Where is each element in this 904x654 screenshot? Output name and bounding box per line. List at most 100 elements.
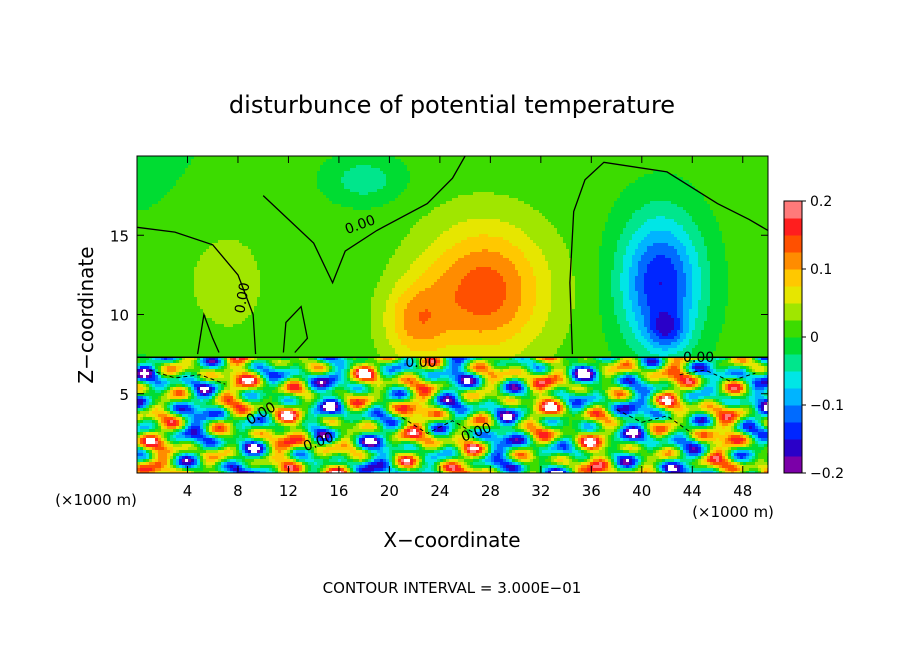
heatmap-cell	[494, 180, 498, 184]
heatmap-cell	[476, 189, 480, 193]
heatmap-cell	[395, 198, 399, 202]
heatmap-cell	[653, 207, 657, 211]
heatmap-cell	[638, 219, 642, 223]
heatmap-cell	[602, 186, 606, 190]
heatmap-cell	[671, 219, 675, 223]
heatmap-cell	[323, 183, 327, 187]
heatmap-cell	[272, 186, 276, 190]
heatmap-cell	[443, 180, 447, 184]
heatmap-cell	[629, 189, 633, 193]
heatmap-cell	[548, 210, 552, 214]
heatmap-cell	[242, 219, 246, 223]
heatmap-cell	[368, 201, 372, 205]
heatmap-cell	[149, 180, 153, 184]
heatmap-cell	[602, 195, 606, 199]
heatmap-cell	[152, 186, 156, 190]
heatmap-cell	[542, 216, 546, 220]
heatmap-cell	[620, 213, 624, 217]
heatmap-cell	[707, 192, 711, 196]
heatmap-cell	[176, 192, 180, 196]
heatmap-cell	[281, 177, 285, 181]
heatmap-cell	[407, 174, 411, 178]
heatmap-cell	[164, 225, 168, 229]
heatmap-cell	[410, 207, 414, 211]
heatmap-cell	[455, 162, 459, 166]
heatmap-cell	[566, 171, 570, 175]
heatmap-cell	[248, 210, 252, 214]
heatmap-cell	[344, 165, 348, 169]
heatmap-cell	[515, 201, 519, 205]
heatmap-cell	[221, 156, 225, 160]
heatmap-cell	[596, 219, 600, 223]
heatmap-cell	[266, 159, 270, 163]
heatmap-cell	[395, 183, 399, 187]
heatmap-cell	[545, 162, 549, 166]
heatmap-cell	[431, 225, 435, 229]
heatmap-cell	[284, 159, 288, 163]
heatmap-cell	[323, 189, 327, 193]
heatmap-cell	[491, 177, 495, 181]
heatmap-cell	[716, 183, 720, 187]
heatmap-cell	[161, 162, 165, 166]
heatmap-cell	[233, 156, 237, 160]
heatmap-cell	[713, 174, 717, 178]
heatmap-cell	[617, 186, 621, 190]
heatmap-cell	[431, 174, 435, 178]
heatmap-cell	[494, 192, 498, 196]
heatmap-cell	[380, 192, 384, 196]
heatmap-cell	[563, 195, 567, 199]
heatmap-cell	[248, 171, 252, 175]
heatmap-cell	[557, 207, 561, 211]
heatmap-cell	[224, 171, 228, 175]
heatmap-cell	[497, 225, 501, 229]
heatmap-cell	[737, 219, 741, 223]
heatmap-cell	[386, 159, 390, 163]
heatmap-cell	[701, 165, 705, 169]
heatmap-cell	[686, 180, 690, 184]
heatmap-cell	[164, 204, 168, 208]
heatmap-cell	[266, 156, 270, 160]
heatmap-cell	[584, 219, 588, 223]
heatmap-cell	[734, 171, 738, 175]
heatmap-cell	[320, 210, 324, 214]
heatmap-cell	[614, 156, 618, 160]
heatmap-cell	[716, 201, 720, 205]
heatmap-cell	[677, 180, 681, 184]
heatmap-cell	[230, 186, 234, 190]
heatmap-cell	[395, 189, 399, 193]
heatmap-cell	[728, 174, 732, 178]
heatmap-cell	[350, 222, 354, 226]
heatmap-cell	[263, 222, 267, 226]
heatmap-cell	[356, 213, 360, 217]
heatmap-cell	[476, 198, 480, 202]
heatmap-cell	[440, 207, 444, 211]
heatmap-cell	[377, 186, 381, 190]
heatmap-cell	[698, 210, 702, 214]
heatmap-cell	[143, 177, 147, 181]
heatmap-cell	[539, 204, 543, 208]
heatmap-cell	[479, 207, 483, 211]
heatmap-cell	[389, 162, 393, 166]
heatmap-cell	[158, 195, 162, 199]
heatmap-cell	[170, 177, 174, 181]
heatmap-cell	[218, 177, 222, 181]
heatmap-cell	[365, 222, 369, 226]
heatmap-cell	[476, 180, 480, 184]
heatmap-cell	[227, 189, 231, 193]
heatmap-cell	[689, 219, 693, 223]
heatmap-cell	[566, 216, 570, 220]
heatmap-cell	[740, 192, 744, 196]
heatmap-cell	[611, 183, 615, 187]
heatmap-cell	[242, 195, 246, 199]
heatmap-cell	[320, 171, 324, 175]
heatmap-cell	[632, 162, 636, 166]
heatmap-cell	[245, 189, 249, 193]
heatmap-cell	[683, 159, 687, 163]
heatmap-cell	[218, 183, 222, 187]
heatmap-cell	[188, 159, 192, 163]
heatmap-cell	[632, 168, 636, 172]
heatmap-cell	[713, 168, 717, 172]
heatmap-cell	[185, 180, 189, 184]
heatmap-cell	[320, 225, 324, 229]
heatmap-cell	[563, 192, 567, 196]
